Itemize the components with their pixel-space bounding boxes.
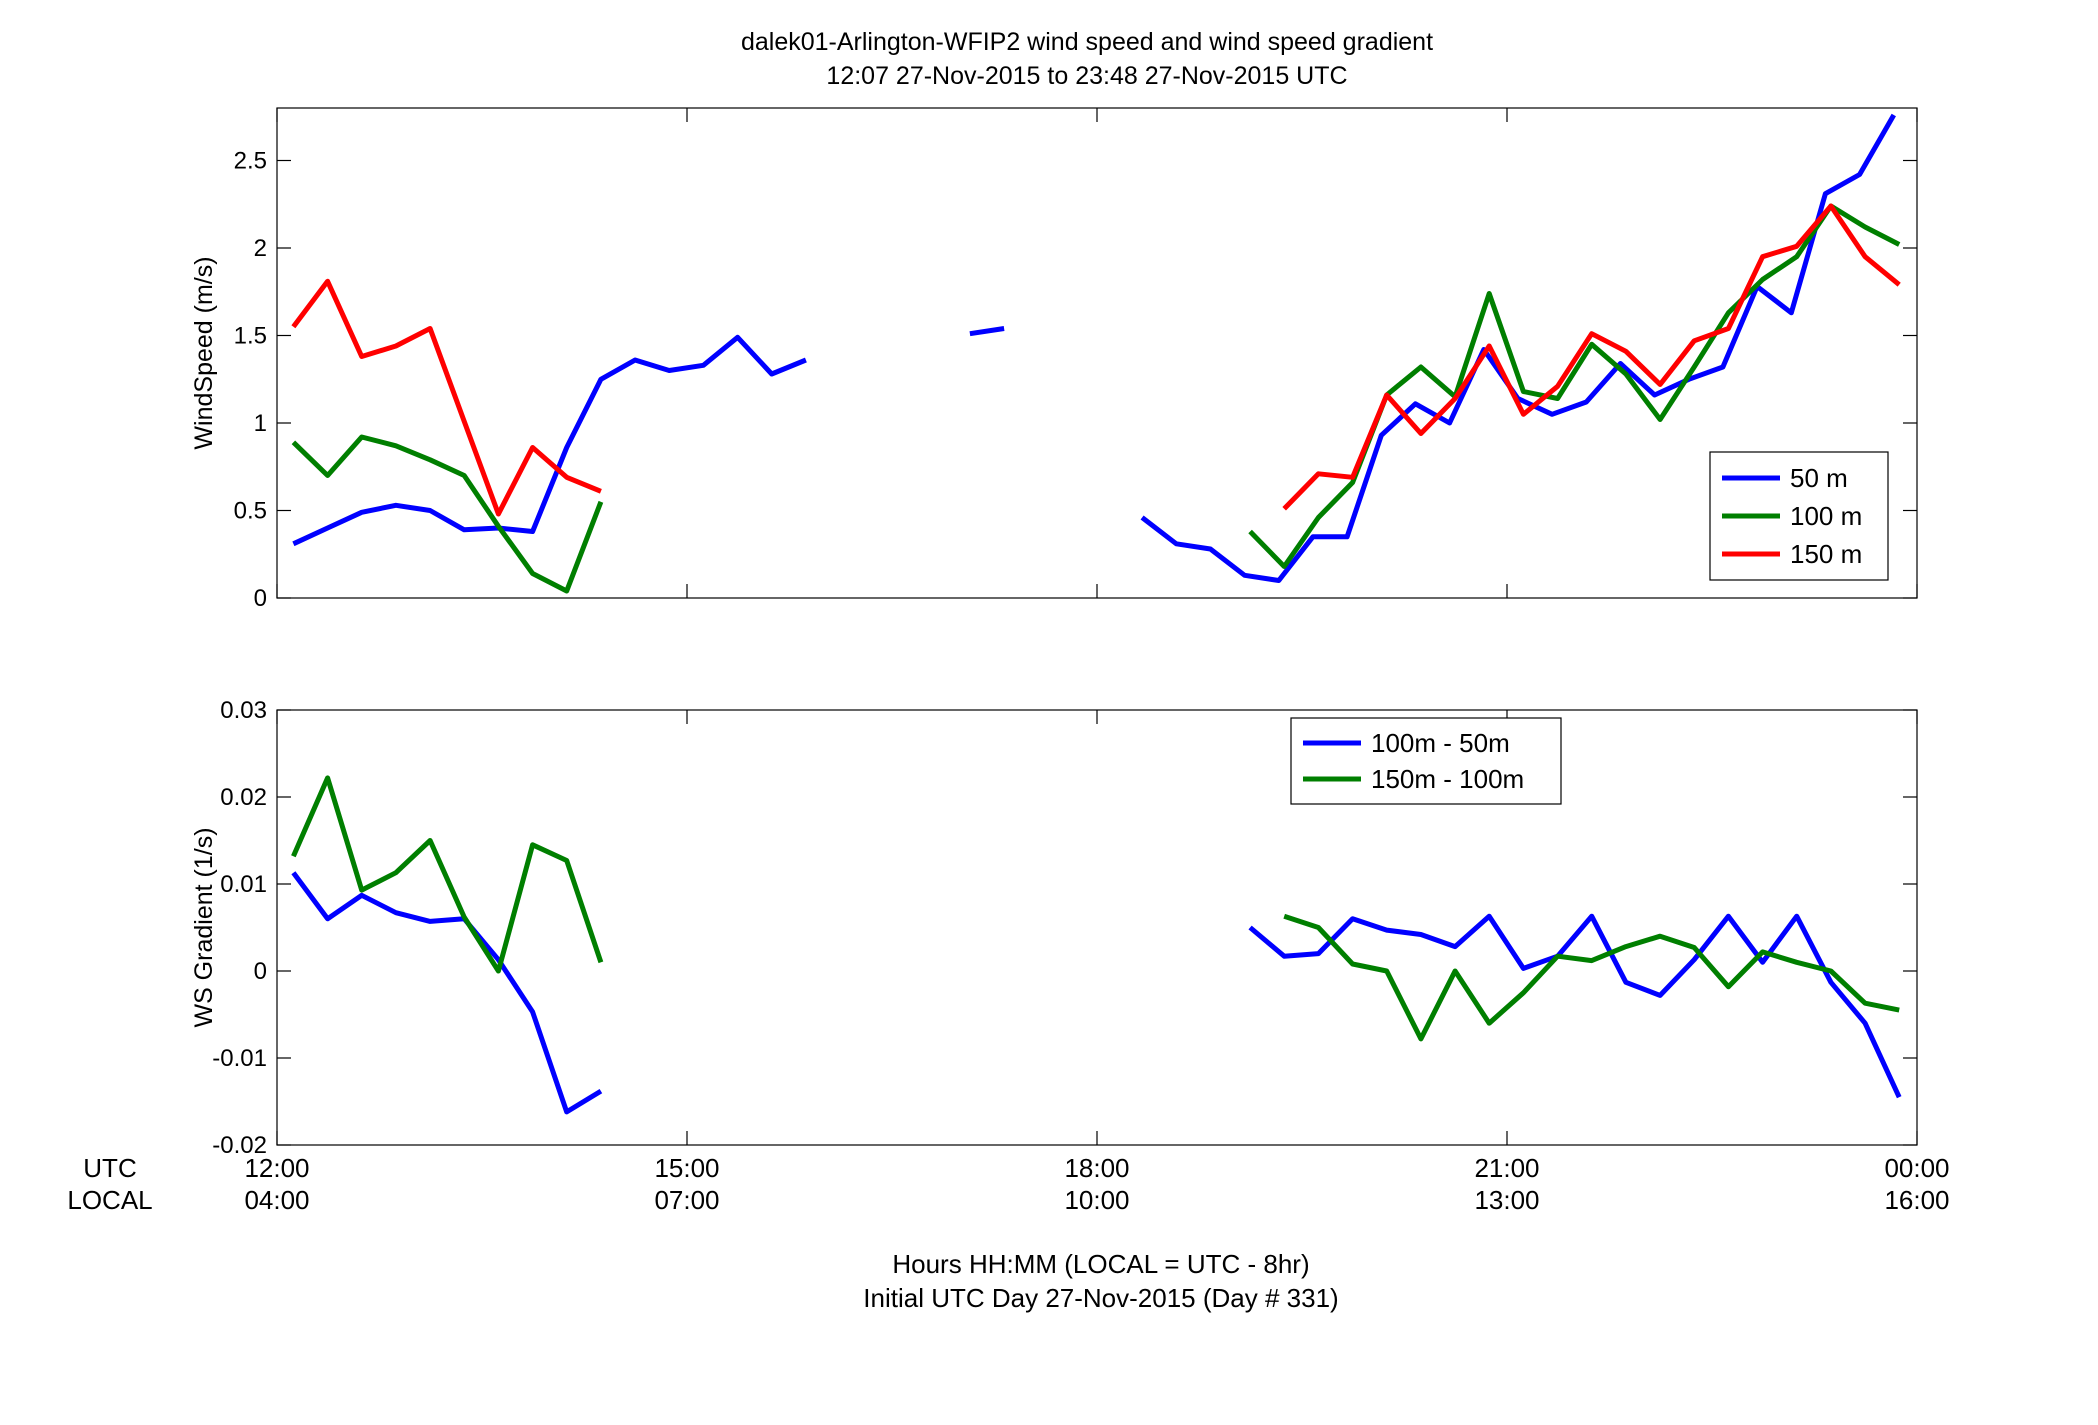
y-tick-label: 0.02 xyxy=(220,784,267,811)
plot-area-frame xyxy=(276,107,1918,599)
x-axis-caption-line2: Initial UTC Day 27-Nov-2015 (Day # 331) xyxy=(863,1283,1338,1313)
series-line-50-m xyxy=(292,334,807,547)
ws-gradient-legend: 100m - 50m 150m - 100m xyxy=(1290,717,1562,805)
x-tick-label-utc: 18:00 xyxy=(1064,1153,1129,1183)
series-line-150m-100m xyxy=(291,775,604,974)
x-tick-label-utc: 21:00 xyxy=(1474,1153,1539,1183)
y-tick-label: -0.02 xyxy=(212,1132,267,1159)
x-tick-label-local: 16:00 xyxy=(1884,1185,1949,1215)
y-tick-label: 0 xyxy=(254,958,267,985)
chart-title-line2: 12:07 27-Nov-2015 to 23:48 27-Nov-2015 U… xyxy=(826,62,1347,90)
plot-area-frame xyxy=(276,709,1918,1146)
series-line-150-m xyxy=(1282,203,1901,511)
y-tick-label: 1 xyxy=(254,410,267,437)
legend-box xyxy=(1290,717,1562,805)
y-tick-label: 0.5 xyxy=(234,498,267,525)
x-tick-label-local: 04:00 xyxy=(244,1185,309,1215)
series-line-150m-100m xyxy=(1283,913,1900,1042)
y-tick-label: 0.01 xyxy=(220,871,267,898)
series-line-150-m xyxy=(291,278,602,517)
x-tick-label-utc: 15:00 xyxy=(654,1153,719,1183)
x-tick-label-utc: 00:00 xyxy=(1884,1153,1949,1183)
legend-label-100-m: 100 m xyxy=(1790,501,1862,531)
series-line-100-m xyxy=(291,434,604,594)
wind-speed-legend: 50 m 100 m 150 m xyxy=(1709,451,1889,581)
y-axis-label: WS Gradient (1/s) xyxy=(190,827,218,1027)
series-line-50-m xyxy=(969,326,1005,337)
y-tick-label: 2.5 xyxy=(234,148,267,175)
x-axis-caption-line1: Hours HH:MM (LOCAL = UTC - 8hr) xyxy=(892,1249,1309,1279)
y-tick-label: 1.5 xyxy=(234,323,267,350)
legend-label-150-m: 150 m xyxy=(1790,539,1862,569)
series-line-100m-50m xyxy=(291,871,603,1115)
y-tick-label: 0.03 xyxy=(220,697,267,724)
chart-title-line1: dalek01-Arlington-WFIP2 wind speed and w… xyxy=(741,28,1433,56)
y-tick-label: 0 xyxy=(254,585,267,612)
local-row-label: LOCAL xyxy=(67,1185,152,1215)
wind-speed-panel: 0 0.5 1 1.5 2 2.5 WindSpeed (m/s) 50 m 100 m 150 … xyxy=(190,107,1918,612)
legend-label-150m-100m: 150m - 100m xyxy=(1371,764,1524,794)
x-tick-label-local: 07:00 xyxy=(654,1185,719,1215)
x-tick-label-local: 10:00 xyxy=(1064,1185,1129,1215)
ws-gradient-panel: -0.02 -0.01 0 0.01 0.02 0.03 WS Gradient (1/s)… xyxy=(190,697,1918,1159)
series-line-100m-50m xyxy=(1248,913,1902,1099)
utc-row-label: UTC xyxy=(83,1153,136,1183)
y-tick-label: -0.01 xyxy=(212,1045,267,1072)
x-tick-label-local: 13:00 xyxy=(1474,1185,1539,1215)
legend-label-100m-50m: 100m - 50m xyxy=(1371,728,1510,758)
y-axis-label: WindSpeed (m/s) xyxy=(190,256,218,449)
x-tick-label-utc: 12:00 xyxy=(244,1153,309,1183)
y-tick-label: 2 xyxy=(254,235,267,262)
legend-label-50-m: 50 m xyxy=(1790,463,1848,493)
